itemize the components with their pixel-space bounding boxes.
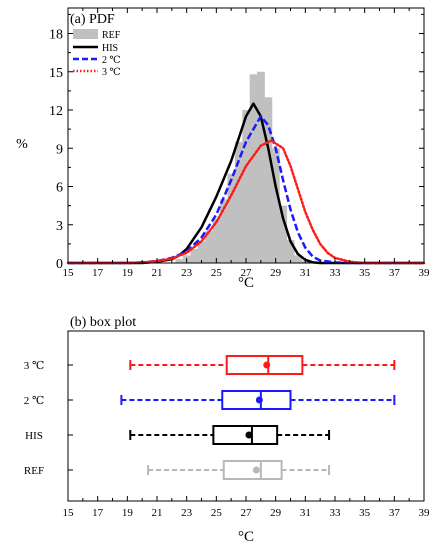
histogram-bar xyxy=(242,110,251,263)
mean-marker xyxy=(245,431,253,439)
histogram-bar xyxy=(257,71,265,263)
pdf-x-axis-label: °C xyxy=(238,275,254,291)
x-tick-label: 21 xyxy=(152,507,163,519)
histogram-bar xyxy=(249,74,258,263)
pdf-legend: REF HIS 2 ℃ 3 ℃ xyxy=(73,29,121,78)
pdf-plot-area xyxy=(66,71,426,265)
box-series xyxy=(120,355,396,480)
ref-histogram xyxy=(175,71,310,264)
x-tick-label: 37 xyxy=(389,267,401,279)
box-x-axis-label: °C xyxy=(238,529,254,545)
histogram-bar xyxy=(279,205,288,264)
histogram-bar xyxy=(205,231,213,264)
y-tick-label: 9 xyxy=(56,142,63,157)
mean-marker xyxy=(252,466,260,474)
x-tick-label: 33 xyxy=(330,267,342,279)
iqr-box xyxy=(222,460,283,480)
pdf-y-axis-label: % xyxy=(16,137,28,152)
x-tick-label: 19 xyxy=(122,267,134,279)
x-tick-label: 39 xyxy=(419,507,431,519)
x-tick-label: 27 xyxy=(241,267,253,279)
x-tick-label: 15 xyxy=(63,267,75,279)
pdf-curves xyxy=(66,102,426,265)
x-tick-label: 31 xyxy=(300,507,311,519)
x-tick-label: 29 xyxy=(270,507,282,519)
y-tick-label: 15 xyxy=(49,66,63,81)
histogram-bar xyxy=(190,248,199,263)
pdf-line-3 xyxy=(66,139,426,265)
x-tick-label: 27 xyxy=(241,507,253,519)
box-category-labels: 3 ℃ 2 ℃ HIS REF xyxy=(24,360,73,477)
histogram-bar xyxy=(175,259,184,263)
pdf-panel: 15 17 19 21 23 25 27 29 31 33 35 37 39 0 3 6 9 12 15 18 (a… xyxy=(16,7,431,291)
y-tick-label: 0 xyxy=(56,257,63,272)
x-tick-label: 29 xyxy=(270,267,282,279)
x-tick-label: 31 xyxy=(300,267,311,279)
pdf-y-ticks: 0 3 6 9 12 15 18 xyxy=(49,13,424,272)
histogram-bar xyxy=(264,97,273,263)
box-2 xyxy=(120,390,396,410)
x-tick-label: 23 xyxy=(181,507,193,519)
x-tick-label: 25 xyxy=(211,507,223,519)
histogram-bar xyxy=(212,218,221,264)
x-tick-label: 33 xyxy=(330,507,342,519)
x-tick-label: 25 xyxy=(211,267,223,279)
category-label-ref: REF xyxy=(24,465,44,477)
x-tick-label: 15 xyxy=(63,507,75,519)
x-tick-label: 19 xyxy=(122,507,134,519)
category-label-3: 3 ℃ xyxy=(24,360,45,372)
histogram-bar xyxy=(286,240,295,263)
legend-label-3c: 3 ℃ xyxy=(102,67,121,78)
y-tick-label: 6 xyxy=(56,181,63,196)
box-3 xyxy=(129,355,396,375)
legend-label-2c: 2 ℃ xyxy=(102,55,121,66)
histogram-bar xyxy=(234,141,243,264)
x-tick-label: 37 xyxy=(389,507,401,519)
histogram-bar xyxy=(220,199,228,263)
pdf-title: (a) PDF xyxy=(70,12,115,27)
legend-label-his: HIS xyxy=(102,43,118,54)
mean-marker xyxy=(263,361,271,369)
pdf-x-ticks: 15 17 19 21 23 25 27 29 31 33 35 37 39 xyxy=(63,8,431,279)
box-x-ticks: 15 17 19 21 23 25 27 29 31 33 35 37 39 xyxy=(63,496,431,519)
y-tick-label: 12 xyxy=(49,104,63,119)
x-tick-label: 23 xyxy=(181,267,193,279)
box-ref xyxy=(147,460,331,480)
x-tick-label: 35 xyxy=(359,507,371,519)
x-tick-label: 35 xyxy=(359,267,371,279)
x-tick-label: 17 xyxy=(92,507,104,519)
y-tick-label: 3 xyxy=(56,219,63,234)
histogram-bar xyxy=(197,241,206,263)
legend-swatch-ref xyxy=(73,29,98,39)
x-tick-label: 39 xyxy=(419,267,431,279)
category-label-his: HIS xyxy=(25,430,43,442)
mean-marker xyxy=(255,396,263,404)
x-tick-label: 17 xyxy=(92,267,104,279)
box-his xyxy=(129,425,331,445)
x-tick-label: 21 xyxy=(152,267,163,279)
histogram-bar xyxy=(294,255,302,263)
category-label-2: 2 ℃ xyxy=(24,395,45,407)
y-tick-label: 18 xyxy=(49,28,63,43)
histogram-bar xyxy=(271,148,280,263)
legend-label-ref: REF xyxy=(102,30,121,41)
histogram-bar xyxy=(227,173,236,263)
box-panel: 15 17 19 21 23 25 27 29 31 33 35 37 39 3 ℃2 ℃HISREF … xyxy=(24,315,430,545)
iqr-box xyxy=(212,425,279,445)
box-title: (b) box plot xyxy=(70,315,136,330)
